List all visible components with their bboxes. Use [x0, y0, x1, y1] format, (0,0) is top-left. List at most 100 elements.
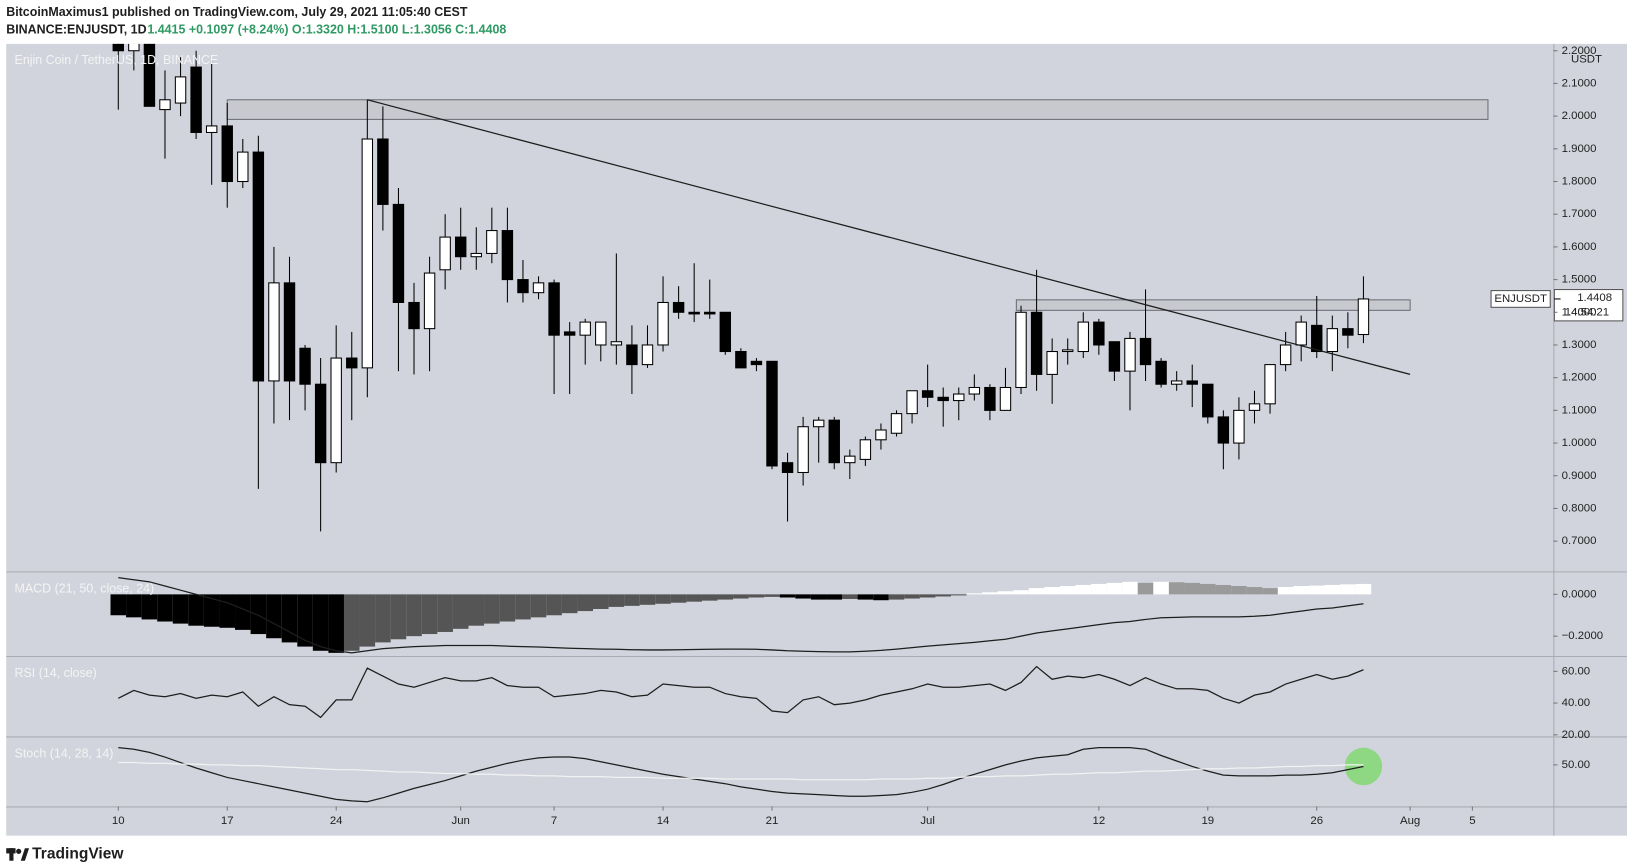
- histogram-bar: [733, 594, 749, 599]
- histogram-bar: [950, 594, 967, 596]
- candle-body: [221, 125, 233, 183]
- y-tick-label: 0.7000: [1562, 535, 1597, 547]
- histogram-bar: [1340, 584, 1356, 595]
- histogram-bar: [219, 594, 236, 628]
- candle-body: [1170, 380, 1183, 385]
- candle-body: [190, 66, 202, 133]
- histogram-bar: [203, 594, 220, 627]
- candle-body: [704, 311, 716, 315]
- histogram-bar: [686, 594, 702, 602]
- x-tick-label: 24: [330, 815, 343, 827]
- pane: [118, 747, 1383, 803]
- series-line: [118, 761, 1364, 781]
- histogram-bar: [126, 594, 142, 618]
- candle-body: [781, 462, 794, 474]
- histogram-bar: [1013, 590, 1029, 595]
- histogram-bar: [530, 594, 547, 618]
- histogram-bar: [515, 594, 531, 620]
- histogram-bar: [1059, 586, 1076, 595]
- histogram-bar: [266, 594, 282, 639]
- last-price-box: [1553, 289, 1624, 322]
- pane: [112, 43, 1489, 532]
- x-tick-label: 17: [221, 815, 234, 827]
- candle-body: [735, 350, 747, 369]
- candle-body: [439, 236, 451, 271]
- histogram-bar: [546, 594, 562, 616]
- candle-body: [392, 203, 405, 304]
- y-tick-label: 2.2000: [1562, 45, 1597, 57]
- histogram-bar: [157, 594, 173, 622]
- histogram-bar: [997, 591, 1014, 595]
- histogram-bar: [608, 594, 625, 607]
- histogram-bar: [1215, 584, 1232, 595]
- histogram-bar: [1028, 588, 1045, 595]
- candle-body: [330, 357, 342, 464]
- trendline: [367, 99, 1411, 376]
- candle-body: [205, 125, 218, 133]
- x-tick-label: Jul: [920, 815, 935, 827]
- candle-body: [610, 341, 623, 346]
- candle-body: [548, 282, 560, 336]
- histogram-bar: [888, 594, 905, 600]
- candle-body: [968, 386, 981, 395]
- candle-body: [875, 429, 887, 441]
- x-tick-label: 12: [1093, 815, 1106, 827]
- histogram-bar: [421, 594, 438, 635]
- y-tick-label: 2.0000: [1562, 110, 1597, 122]
- candle-body: [984, 386, 996, 411]
- candle-body: [906, 390, 918, 415]
- candle-body: [1217, 416, 1230, 444]
- candle-body: [237, 151, 249, 183]
- histogram-bar: [484, 594, 500, 624]
- histogram-bar: [1137, 582, 1154, 595]
- countdown: 14:54:21: [1565, 307, 1609, 319]
- logo-text: TradingView: [32, 846, 124, 863]
- logo-shape: [9, 848, 14, 861]
- histogram-bar: [561, 594, 578, 614]
- pane-title: Stoch (14, 28, 14): [15, 746, 114, 760]
- histogram-bar: [1091, 583, 1107, 595]
- candle-body: [1311, 324, 1323, 353]
- price-unit: USDT: [1571, 54, 1602, 66]
- y-tick-label: 1.2000: [1562, 372, 1597, 384]
- candle-body: [859, 439, 872, 460]
- histogram-bar: [328, 594, 344, 653]
- histogram-bar: [1293, 586, 1309, 595]
- zone: [226, 99, 1489, 120]
- candle-body: [1357, 298, 1370, 336]
- candle-body: [470, 252, 482, 258]
- histogram-bar: [748, 594, 765, 598]
- candle-body: [797, 426, 809, 474]
- x-tick-label: 14: [657, 815, 670, 827]
- histogram-bar: [437, 594, 453, 632]
- candle-body: [143, 43, 156, 107]
- y-axis: 60.00 40.00 20.00: [1553, 665, 1590, 741]
- histogram-bar: [904, 594, 920, 599]
- histogram-bar: [141, 594, 158, 620]
- candle-body: [346, 357, 358, 369]
- y-tick-label: 1.0000: [1562, 437, 1597, 449]
- y-tick-label: 1.8000: [1562, 176, 1597, 188]
- logo-shape: [20, 848, 30, 861]
- candle-body: [641, 344, 654, 366]
- histogram-bar: [1153, 581, 1169, 595]
- x-tick-label: 19: [1201, 815, 1214, 827]
- histogram-bar: [1324, 584, 1341, 595]
- candle-body: [1264, 364, 1276, 405]
- y-tick-label: 1.3000: [1562, 339, 1597, 351]
- y-tick-label: 0.0000: [1562, 588, 1597, 600]
- histogram-bar: [1106, 582, 1123, 595]
- histogram-bar: [406, 594, 422, 637]
- pane: [118, 665, 1364, 719]
- x-tick-label: 26: [1310, 815, 1323, 827]
- histogram-bar: [873, 594, 889, 601]
- candle-body: [517, 279, 529, 294]
- histogram-bar: [1168, 582, 1185, 595]
- candle-body: [1046, 350, 1058, 375]
- y-tick-label: 1.1000: [1562, 404, 1597, 416]
- histogram-bar: [1231, 586, 1247, 595]
- candle-body: [1186, 380, 1198, 385]
- histogram-bar: [670, 594, 687, 603]
- histogram-bar: [390, 594, 407, 640]
- histogram-bar: [359, 594, 376, 647]
